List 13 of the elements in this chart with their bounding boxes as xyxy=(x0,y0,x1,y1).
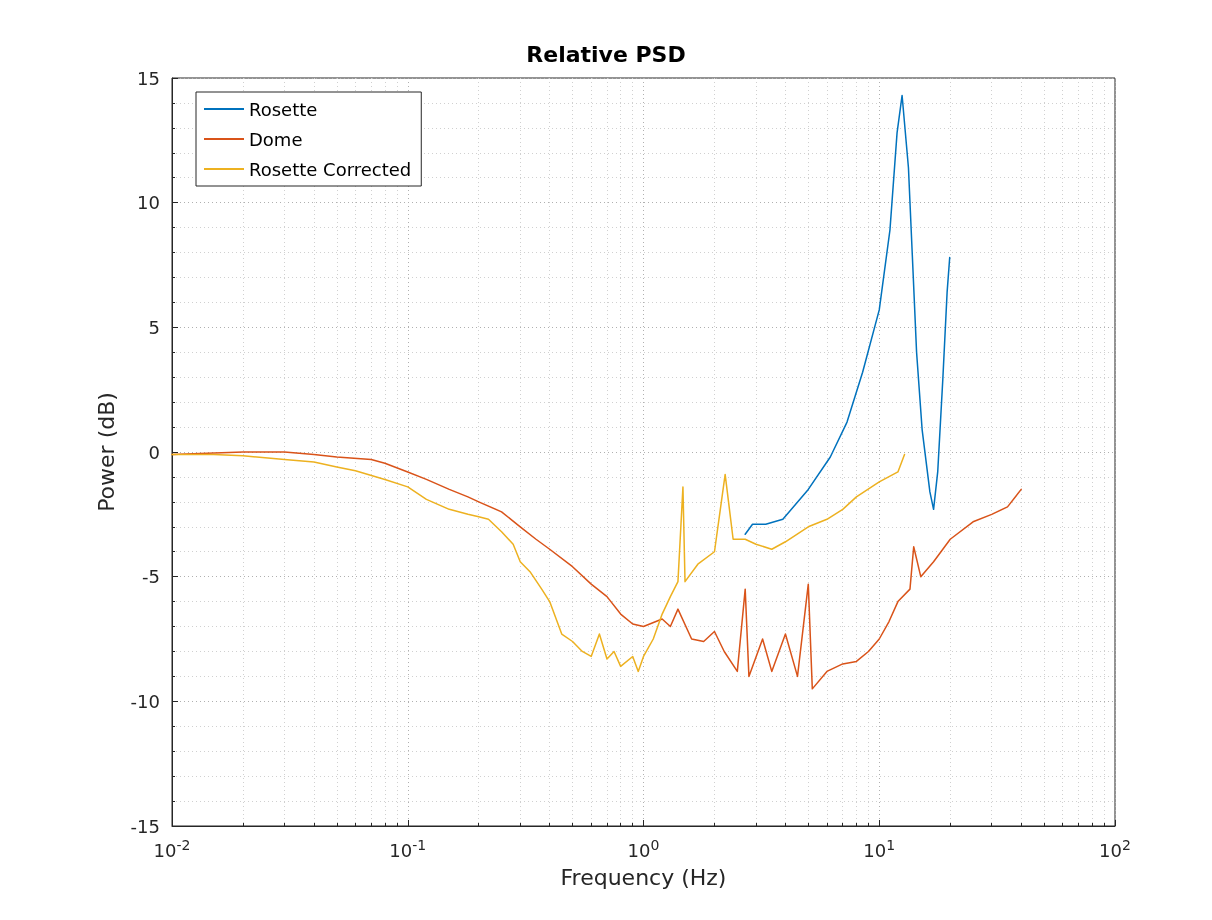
y-tick-label: 15 xyxy=(137,67,160,89)
x-axis-title: Frequency (Hz) xyxy=(560,864,727,890)
y-axis-title: Power (dB) xyxy=(93,392,119,512)
y-tick-label: -10 xyxy=(130,690,160,712)
y-tick-label: -15 xyxy=(130,815,160,837)
y-tick-label: -5 xyxy=(142,566,160,588)
legend-label: Dome xyxy=(249,128,303,150)
y-tick-label: 10 xyxy=(137,192,160,214)
chart-title: Relative PSD xyxy=(526,41,686,67)
y-tick-label: 5 xyxy=(148,316,160,338)
legend-label: Rosette xyxy=(249,98,318,120)
legend-label: Rosette Corrected xyxy=(249,158,412,180)
y-tick-label: 0 xyxy=(148,441,160,463)
